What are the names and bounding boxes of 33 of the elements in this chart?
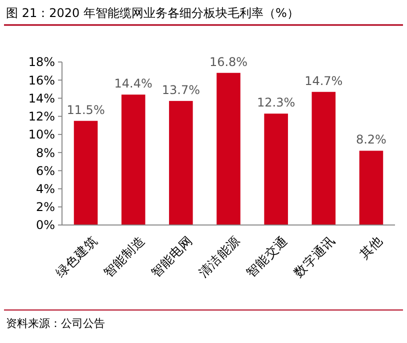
text: 资料来源：公司公告 [6,317,105,330]
data-label: 12.3% [257,96,296,110]
chart-title: 图 21：2020 年智能缆网业务各细分板块毛利率（%） [6,6,299,20]
x-tick-label: 智能交通 [243,232,290,280]
y-tick-label: 10% [28,128,55,142]
bar [312,92,336,225]
y-tick-label: 8% [36,146,55,160]
bar [74,120,98,225]
bar [264,114,288,225]
data-label: 14.7% [304,74,343,88]
x-tick-label: 清洁能源 [195,232,243,280]
data-label: 13.7% [162,82,200,97]
y-tick-label: 2% [36,200,55,214]
y-tick-label: 6% [36,164,55,178]
y-tick-label: 4% [36,182,55,196]
bar [169,100,193,225]
x-tick-label: 智能电网 [148,232,196,280]
y-tick-label: 14% [28,91,55,106]
x-tick-label: 数字通讯 [290,232,338,280]
y-tick-label: 0% [36,218,55,232]
bar [359,150,384,225]
y-tick-label: 12% [28,110,55,124]
data-label: 14.4% [114,76,152,91]
y-tick-label: 16% [28,73,55,88]
data-label: 16.8% [209,54,248,69]
bar [121,94,146,225]
data-label: 11.5% [66,102,105,117]
data-label: 8.2% [356,132,386,147]
x-tick-label: 智能制造 [100,232,148,280]
bar [216,72,240,225]
x-tick-label: 其他 [356,232,386,262]
y-tick-label: 18% [28,55,55,70]
x-tick-label: 绿色建筑 [52,232,100,280]
